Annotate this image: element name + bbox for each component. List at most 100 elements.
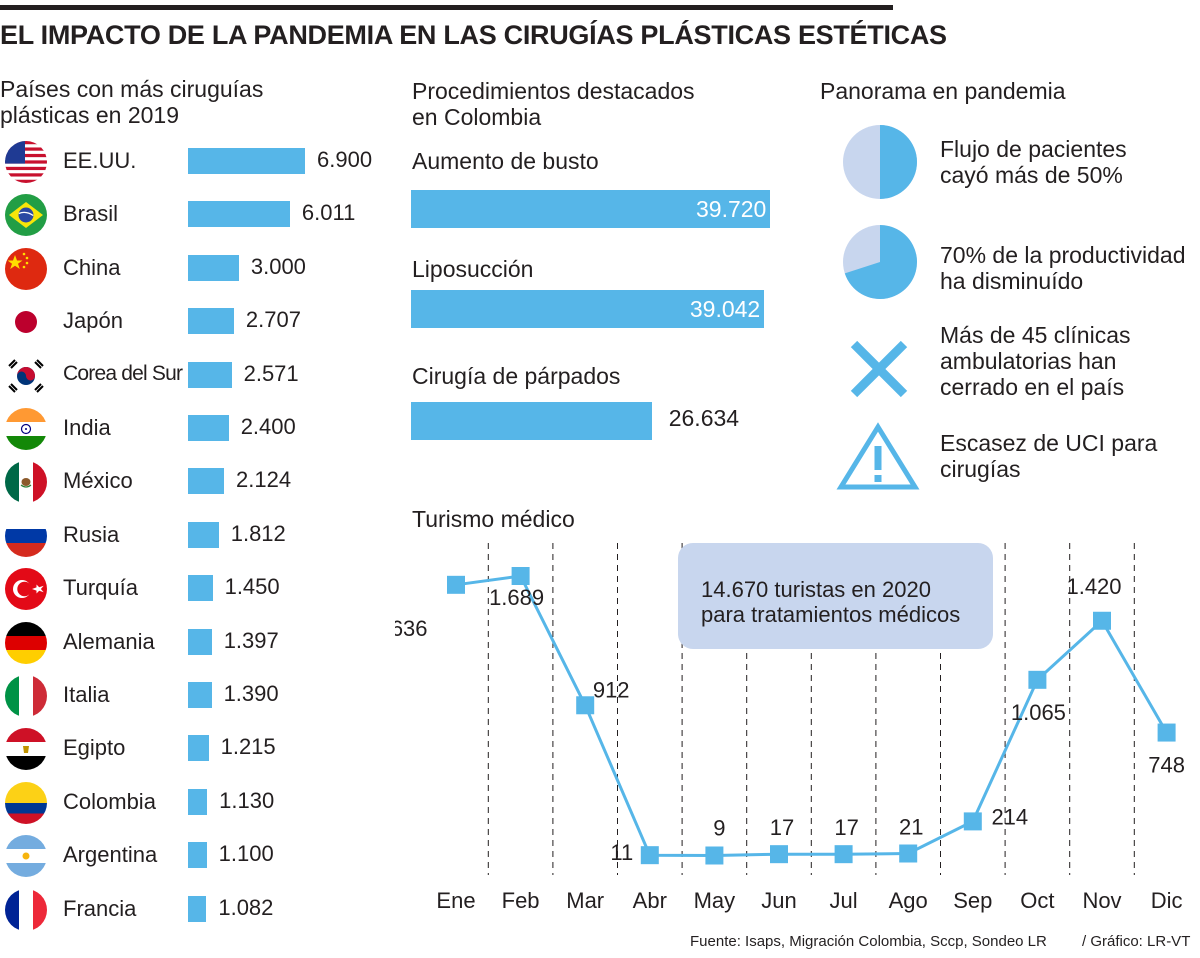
panorama-section-title: Panorama en pandemia bbox=[820, 78, 1066, 104]
line-chart-title: Turismo médico bbox=[412, 506, 575, 532]
flag-francia-icon bbox=[5, 888, 47, 931]
data-value-label: 912 bbox=[593, 677, 630, 702]
country-bar bbox=[188, 788, 208, 815]
country-bar bbox=[188, 201, 290, 228]
data-value-label: 748 bbox=[1148, 753, 1185, 778]
country-name: Italia bbox=[63, 682, 110, 707]
country-row: India 2.400 bbox=[0, 401, 400, 455]
country-row: China 3.000 bbox=[0, 241, 400, 295]
country-name: Turquía bbox=[63, 575, 139, 601]
country-value-label: 2.707 bbox=[245, 307, 301, 333]
country-value-label: 1.215 bbox=[220, 734, 276, 760]
source-note: Fuente: Isaps, Migración Colombia, Sccp,… bbox=[690, 933, 1047, 950]
annotation-line-1: 14.670 turistas en 2020 bbox=[701, 577, 931, 602]
country-value-label: 2.571 bbox=[243, 360, 299, 386]
annotation-line-2: para tratamientos médicos bbox=[701, 602, 960, 627]
country-row: Italia 1.390 bbox=[0, 668, 400, 722]
procedure-label: Liposucción bbox=[412, 256, 534, 282]
country-bar bbox=[188, 735, 209, 762]
country-value-label: 1.390 bbox=[223, 681, 279, 706]
data-point bbox=[770, 845, 788, 864]
flag-japon-icon bbox=[5, 301, 47, 344]
country-value-label: 3.000 bbox=[250, 253, 306, 279]
data-point bbox=[1157, 723, 1176, 742]
country-bar bbox=[188, 415, 229, 441]
flag-india-icon bbox=[5, 408, 47, 450]
country-name: Egipto bbox=[63, 735, 126, 761]
month-tick-label: Ago bbox=[889, 888, 928, 913]
flag-egipto-icon bbox=[5, 728, 47, 771]
data-value-label: 17 bbox=[770, 815, 794, 840]
top-rule bbox=[0, 5, 893, 10]
data-value-label: 1.689 bbox=[489, 585, 544, 610]
country-bar bbox=[188, 468, 225, 495]
country-value-label: 1.450 bbox=[224, 574, 280, 600]
data-point bbox=[834, 845, 853, 864]
flag-china-icon bbox=[5, 247, 47, 290]
data-value-label: 11 bbox=[610, 840, 633, 865]
procedure-value-label: 39.042 bbox=[689, 296, 761, 322]
flag-turquia-icon bbox=[5, 568, 47, 611]
country-row: Argentina 1.100 bbox=[0, 828, 400, 882]
flag-mexico-icon bbox=[5, 461, 47, 504]
procedure-label: Aumento de busto bbox=[412, 148, 599, 174]
data-value-label: 1.636 bbox=[395, 616, 428, 641]
flag-colombia-icon bbox=[5, 781, 47, 824]
country-bar bbox=[188, 308, 234, 335]
procedure-label: Cirugía de párpados bbox=[412, 363, 621, 389]
month-tick-label: Sep bbox=[953, 888, 992, 913]
procedure-bar bbox=[411, 290, 764, 328]
month-tick-label: Mar bbox=[566, 888, 604, 913]
country-name: Alemania bbox=[63, 628, 155, 654]
flag-brasil-icon bbox=[5, 194, 47, 237]
procedure-value-label: 26.634 bbox=[668, 405, 740, 431]
country-row: Alemania 1.397 bbox=[0, 615, 400, 669]
country-bar bbox=[188, 254, 239, 281]
country-name: Francia bbox=[63, 895, 137, 921]
data-value-label: 17 bbox=[834, 815, 858, 840]
country-bar bbox=[188, 148, 305, 174]
country-name: India bbox=[63, 415, 111, 440]
month-tick-label: Dic bbox=[1151, 888, 1183, 913]
country-row: México 2.124 bbox=[0, 454, 400, 508]
procedure-bar bbox=[411, 190, 770, 228]
country-name: China bbox=[63, 254, 121, 280]
country-row: Japón 2.707 bbox=[0, 294, 400, 348]
data-value-label: 9 bbox=[713, 816, 725, 841]
panorama-item-1-text: Flujo de pacientes cayó más de 50% bbox=[940, 136, 1127, 188]
month-tick-label: Jul bbox=[830, 888, 858, 913]
month-tick-label: Feb bbox=[502, 888, 540, 913]
flag-italia-icon bbox=[5, 675, 47, 717]
country-value-label: 1.812 bbox=[230, 520, 286, 546]
month-tick-label: Nov bbox=[1082, 888, 1121, 913]
panorama-item-4-text: Escasez de UCI para cirugías bbox=[940, 430, 1158, 482]
procedure-bar bbox=[411, 402, 652, 440]
data-value-label: 21 bbox=[899, 815, 923, 840]
flag-usa-icon bbox=[5, 141, 47, 183]
month-tick-label: Ene bbox=[436, 888, 475, 913]
month-tick-label: Jun bbox=[761, 888, 796, 913]
country-row: Rusia 1.812 bbox=[0, 508, 400, 562]
country-bar bbox=[188, 575, 213, 602]
country-name: EE.UU. bbox=[63, 148, 137, 173]
data-value-label: 1.065 bbox=[1011, 700, 1066, 725]
country-name: Corea del Sur bbox=[63, 361, 183, 385]
annotation-box bbox=[678, 543, 993, 649]
country-bar bbox=[188, 628, 212, 655]
country-bar bbox=[188, 895, 207, 922]
flag-argentina-icon bbox=[5, 835, 47, 878]
panorama-item-3-text: Más de 45 clínicas ambulatorias han cerr… bbox=[940, 322, 1131, 400]
country-name: Japón bbox=[63, 308, 123, 334]
country-name: Rusia bbox=[63, 521, 120, 547]
month-tick-label: Oct bbox=[1020, 888, 1054, 913]
flag-rusia-icon bbox=[5, 514, 47, 557]
month-tick-label: Abr bbox=[633, 888, 667, 913]
flag-corea-del-sur-icon bbox=[5, 354, 47, 397]
country-value-label: 6.011 bbox=[301, 200, 356, 226]
close-x-icon bbox=[850, 340, 908, 398]
month-tick-label: May bbox=[694, 888, 736, 913]
country-row: Colombia 1.130 bbox=[0, 775, 400, 829]
country-value-label: 1.130 bbox=[219, 787, 275, 813]
data-value-label: 1.420 bbox=[1066, 574, 1121, 599]
